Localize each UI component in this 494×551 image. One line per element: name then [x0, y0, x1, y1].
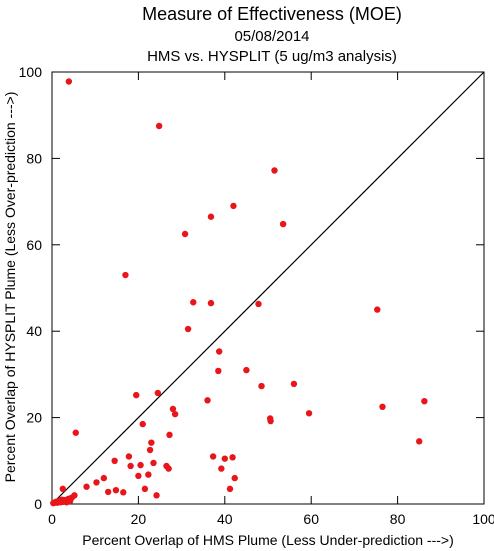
plot-border	[51, 71, 485, 505]
data-point	[150, 459, 157, 467]
x-tick-label: 20	[131, 511, 147, 527]
one-to-one-line	[51, 71, 485, 505]
data-point	[127, 462, 134, 470]
data-point	[122, 271, 129, 279]
data-point	[65, 78, 73, 85]
x-tick-label: 80	[390, 511, 406, 527]
data-point	[59, 485, 66, 493]
data-point	[230, 202, 237, 210]
data-point	[111, 457, 118, 464]
data-point	[141, 485, 149, 493]
data-point	[71, 492, 78, 499]
data-point	[120, 489, 127, 496]
data-point	[229, 454, 236, 461]
data-point	[145, 471, 152, 478]
data-point	[166, 431, 173, 439]
data-point	[421, 397, 428, 405]
data-point	[218, 465, 225, 472]
x-axis-label: Percent Overlap of HMS Plume (Less Under…	[82, 532, 454, 548]
y-tick-label: 40	[26, 323, 42, 339]
chart-subtitle: HMS vs. HYSPLIT (5 ug/m3 analysis)	[147, 48, 397, 65]
data-point	[215, 348, 223, 355]
data-point	[135, 472, 142, 480]
y-axis-label: Percent Overlap of HYSPLIT Plume (Less O…	[2, 92, 18, 483]
data-point	[271, 167, 278, 174]
data-point	[231, 474, 238, 482]
data-point	[169, 405, 177, 413]
data-point	[93, 479, 100, 486]
x-tick-label: 100	[472, 511, 494, 527]
data-point	[290, 380, 298, 388]
x-axis-ticks: 0 20 40 60 80 100	[48, 72, 494, 527]
data-point	[146, 446, 154, 454]
data-point	[133, 391, 140, 399]
data-point	[181, 230, 189, 238]
y-tick-label: 20	[26, 410, 42, 426]
data-point	[165, 465, 172, 472]
data-point	[258, 382, 265, 390]
data-point	[215, 367, 222, 375]
y-tick-label: 80	[26, 150, 42, 166]
chart-date: 05/08/2014	[234, 28, 309, 45]
data-point	[137, 461, 144, 469]
x-tick-label: 40	[217, 511, 233, 527]
y-axis-ticks: 0 20 40 60 80 100	[19, 64, 484, 512]
data-point	[305, 410, 313, 417]
chart-title: Measure of Effectiveness (MOE)	[142, 4, 402, 24]
data-point	[66, 496, 73, 503]
y-tick-label: 100	[19, 64, 43, 80]
data-point	[243, 366, 250, 374]
data-point	[100, 474, 108, 482]
data-point	[153, 492, 160, 499]
data-point	[226, 485, 234, 493]
data-point	[72, 429, 79, 436]
x-tick-label: 60	[303, 511, 319, 527]
data-point	[416, 438, 423, 445]
data-point	[221, 455, 228, 462]
reference-line-group	[51, 71, 485, 505]
data-point	[154, 389, 162, 397]
data-point	[125, 453, 133, 460]
x-tick-label: 0	[48, 511, 56, 527]
data-point	[379, 403, 386, 410]
scatter-points	[50, 78, 428, 507]
data-point	[83, 483, 90, 490]
data-point	[267, 417, 274, 425]
data-point	[155, 122, 163, 130]
data-point	[184, 325, 192, 333]
data-point	[255, 300, 262, 308]
data-point	[374, 306, 381, 313]
data-point	[148, 439, 155, 446]
plot-frame	[51, 71, 485, 505]
data-point	[139, 420, 146, 428]
data-point	[209, 453, 217, 460]
data-point	[207, 213, 215, 220]
data-point	[279, 220, 287, 228]
data-point	[171, 410, 179, 418]
y-tick-label: 0	[34, 496, 42, 512]
data-point	[190, 299, 197, 306]
data-point	[112, 486, 120, 494]
data-point	[204, 397, 211, 404]
y-tick-label: 60	[26, 237, 42, 253]
data-point	[104, 488, 112, 496]
data-point	[207, 299, 215, 307]
